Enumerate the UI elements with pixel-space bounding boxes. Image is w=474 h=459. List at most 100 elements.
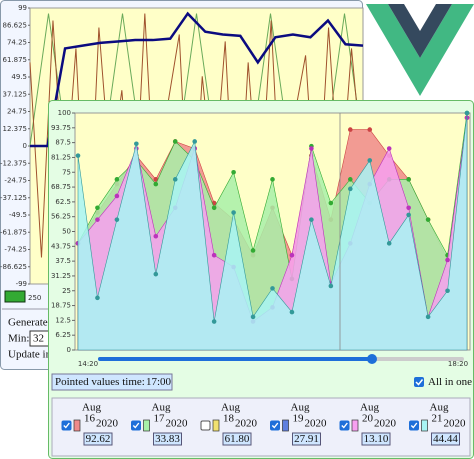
series-point [367,158,373,163]
min-label: Min: [8,333,29,345]
legend-value-box [292,432,321,446]
y-tick-label: 56.25 [51,213,71,221]
series-point [289,252,295,258]
series-point [153,177,159,182]
legend-value-box [83,432,113,446]
y-tick-label: 81.25 [51,153,71,161]
series-point [348,186,353,192]
legend-year: 2020 [444,418,467,430]
legend-value-box [431,432,460,446]
legend-checkbox[interactable] [200,420,211,431]
series-point [231,210,236,215]
legend-value: 33.83 [155,433,180,445]
series-point [309,217,314,222]
series-area [77,112,468,351]
y-tick-label: 75 [62,168,71,176]
series-point [425,314,431,320]
y-tick-label: 43.75 [51,242,71,250]
all-in-one-label: All in one [428,376,472,388]
series-line [30,11,364,148]
y-tick-label: 74.25 [7,39,27,47]
series-point [95,205,100,211]
y-tick-label: -24.75 [4,177,27,185]
y-tick-label: -86.625 [0,263,27,271]
series-point [211,319,217,324]
check-mark [415,379,424,386]
check-mark [410,422,418,429]
series-point [406,177,411,182]
legend-month: Aug [360,402,379,414]
legend-day: 16 [84,413,96,425]
legend-month: Aug [82,402,101,414]
y-tick-label: 12.5 [55,316,71,324]
x-tick-label: 14:20 [78,360,98,368]
legend-day: 18 [223,413,235,425]
series-point [153,271,159,277]
series-point [348,127,353,132]
check-mark [63,422,70,429]
series-point [211,252,217,258]
y-tick-label: 18.75 [51,302,71,310]
y-tick-label: -99 [16,280,27,288]
series-point [464,110,470,116]
series-point [211,205,217,211]
pointed-label: Pointed values time: [55,376,145,388]
series-point [114,217,120,222]
legend-panel [51,397,471,457]
series-point [231,169,236,175]
min-value: 32 [33,333,44,345]
series-point [406,205,411,211]
legend-swatch [351,419,359,432]
series-point [386,146,392,151]
y-tick-label: 99 [18,4,27,12]
series-point [367,127,373,132]
all-in-one-checkbox[interactable] [414,377,424,387]
y-tick-label: 49.5 [11,73,27,81]
y-tick-label: -37.125 [0,194,27,202]
legend-day: 19 [293,413,305,425]
series-point [270,286,275,291]
legend-swatch [212,419,220,432]
legend-value-box [153,432,182,446]
series-point [309,146,314,151]
legend-value-box [361,432,391,446]
legend-month: Aug [430,402,449,414]
y-tick-label: 93.75 [51,124,71,132]
series-point [250,248,256,253]
y-tick-label: -61.875 [0,228,27,236]
slider-handle[interactable] [367,354,377,364]
legend-day: 20 [362,413,374,425]
legend-swatch [282,419,289,432]
check-mark [132,422,140,429]
scale-label: 250 [28,294,41,302]
legend-value: 61.80 [225,433,250,445]
legend-value: 27.91 [294,433,319,445]
legend-value-box [222,432,252,446]
legend-swatch [143,419,150,432]
y-tick-label: -74.25 [4,246,27,254]
scale-icon[interactable] [4,290,26,303]
legend-month: Aug [221,402,240,414]
y-tick-label: 0 [67,346,71,354]
y-tick-label: 24.75 [7,108,27,116]
series-point [250,314,256,320]
legend-year: 2020 [96,418,119,430]
legend-swatch [73,419,81,432]
series-point [172,177,178,182]
y-tick-label: 0 [23,142,27,150]
legend-year: 2020 [374,418,397,430]
legend-year: 2020 [166,418,189,430]
series-point [192,139,197,144]
series-point [328,283,334,289]
series-point [289,309,295,315]
y-tick-label: 68.75 [51,183,71,191]
y-tick-label: 6.25 [55,331,71,339]
generated-text: Generated [8,317,54,329]
x-tick-label: 18:20 [448,360,468,368]
y-tick-label: 62.5 [55,198,71,206]
series-point [172,139,178,144]
logo-inner [388,4,452,58]
y-tick-label: 25 [62,287,71,295]
legend-month: Aug [152,402,171,414]
